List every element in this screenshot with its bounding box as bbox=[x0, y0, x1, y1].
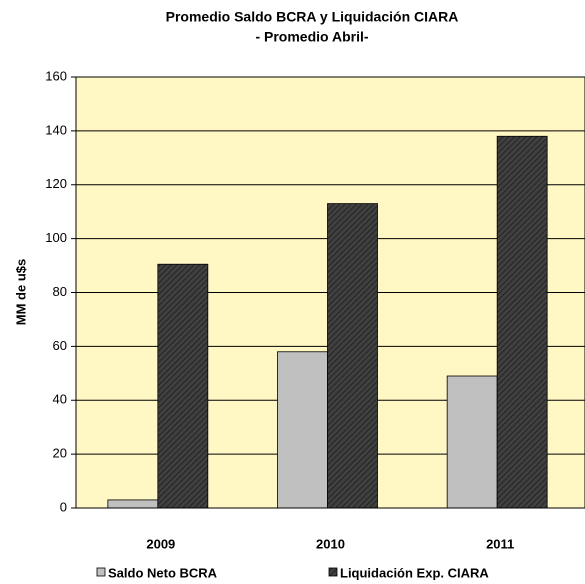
y-tick-label: 60 bbox=[53, 338, 67, 353]
chart-title: Promedio Saldo BCRA y Liquidación CIARA bbox=[166, 9, 459, 25]
y-tick-label: 80 bbox=[53, 284, 67, 299]
y-axis-label: MM de u$s bbox=[13, 259, 28, 325]
bar bbox=[107, 499, 159, 509]
chart-subtitle: - Promedio Abril- bbox=[255, 29, 368, 45]
y-tick-label: 160 bbox=[45, 68, 67, 83]
y-tick-label: 20 bbox=[53, 446, 67, 461]
y-tick-label: 100 bbox=[45, 230, 67, 245]
bar bbox=[327, 203, 378, 509]
legend-swatch bbox=[328, 567, 338, 577]
y-tick-label: 40 bbox=[53, 392, 67, 407]
y-tick-label: 0 bbox=[60, 499, 67, 514]
legend-swatch bbox=[96, 567, 106, 577]
x-tick-label: 2009 bbox=[146, 536, 175, 551]
bar bbox=[446, 375, 498, 509]
bar bbox=[277, 351, 328, 509]
bar bbox=[496, 135, 548, 509]
y-tick-label: 120 bbox=[45, 176, 67, 191]
y-tick-label: 140 bbox=[45, 122, 67, 137]
x-tick-label: 2010 bbox=[316, 536, 345, 551]
bar bbox=[157, 263, 209, 509]
legend-label: Liquidación Exp. CIARA bbox=[340, 565, 489, 580]
x-tick-label: 2011 bbox=[486, 536, 514, 551]
legend-label: Saldo Neto BCRA bbox=[108, 565, 218, 580]
